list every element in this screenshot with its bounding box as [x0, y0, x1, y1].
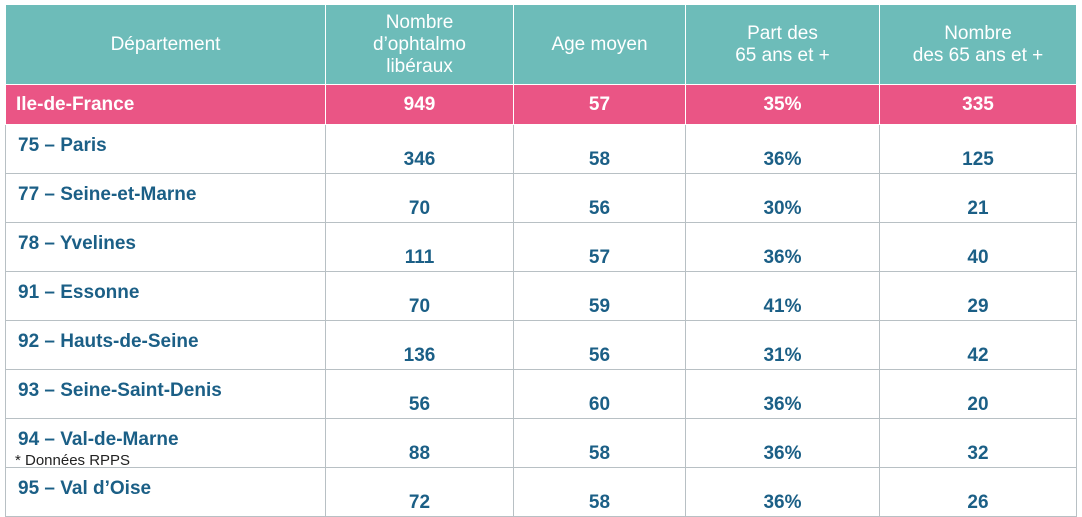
region-n65: 335: [879, 84, 1077, 125]
dept-n65: 40: [879, 222, 1077, 272]
dept-n65: 21: [879, 173, 1077, 223]
dept-name: 93 – Seine-Saint-Denis: [5, 369, 326, 419]
dept-count: 56: [325, 369, 514, 419]
region-row: Ile-de-France 949 57 35% 335: [5, 84, 1077, 125]
dept-age: 57: [513, 222, 686, 272]
dept-n65: 125: [879, 124, 1077, 174]
header-age-moyen: Age moyen: [513, 4, 686, 85]
region-name: Ile-de-France: [5, 84, 326, 125]
dept-age: 58: [513, 418, 686, 468]
dept-share: 36%: [685, 369, 880, 419]
dept-share: 36%: [685, 124, 880, 174]
table-row: 78 – Yvelines 111 57 36% 40: [5, 222, 1077, 272]
dept-name: 77 – Seine-et-Marne: [5, 173, 326, 223]
header-nombre-65: Nombre des 65 ans et +: [879, 4, 1077, 85]
dept-share: 41%: [685, 271, 880, 321]
dept-count: 111: [325, 222, 514, 272]
table-header-row: Département Nombre d’ophtalmo libéraux A…: [5, 4, 1077, 85]
dept-n65: 26: [879, 467, 1077, 517]
dept-name: 91 – Essonne: [5, 271, 326, 321]
dept-name: 95 – Val d’Oise: [5, 467, 326, 517]
dept-n65: 32: [879, 418, 1077, 468]
dept-age: 59: [513, 271, 686, 321]
ophthalmologist-table: Département Nombre d’ophtalmo libéraux A…: [5, 4, 1077, 517]
ophthalmologist-table-container: Département Nombre d’ophtalmo libéraux A…: [5, 4, 1077, 517]
table-row: 93 – Seine-Saint-Denis 56 60 36% 20: [5, 369, 1077, 419]
dept-name: 75 – Paris: [5, 124, 326, 174]
dept-count: 346: [325, 124, 514, 174]
region-count: 949: [325, 84, 514, 125]
table-row: 94 – Val-de-Marne 88 58 36% 32: [5, 418, 1077, 468]
table-row: 95 – Val d’Oise 72 58 36% 26: [5, 467, 1077, 517]
header-departement: Département: [5, 4, 326, 85]
dept-age: 60: [513, 369, 686, 419]
dept-share: 36%: [685, 467, 880, 517]
dept-age: 56: [513, 173, 686, 223]
region-age: 57: [513, 84, 686, 125]
dept-count: 136: [325, 320, 514, 370]
dept-name: 78 – Yvelines: [5, 222, 326, 272]
dept-n65: 20: [879, 369, 1077, 419]
dept-name: 94 – Val-de-Marne: [5, 418, 326, 468]
table-row: 92 – Hauts-de-Seine 136 56 31% 42: [5, 320, 1077, 370]
dept-count: 88: [325, 418, 514, 468]
footnote: * Données RPPS: [15, 452, 131, 469]
header-nombre-ophtalmo: Nombre d’ophtalmo libéraux: [325, 4, 514, 85]
table-row: 75 – Paris 346 58 36% 125: [5, 124, 1077, 174]
table-row: 91 – Essonne 70 59 41% 29: [5, 271, 1077, 321]
dept-count: 70: [325, 173, 514, 223]
dept-share: 36%: [685, 418, 880, 468]
dept-count: 70: [325, 271, 514, 321]
dept-age: 58: [513, 124, 686, 174]
dept-age: 58: [513, 467, 686, 517]
dept-count: 72: [325, 467, 514, 517]
table-row: 77 – Seine-et-Marne 70 56 30% 21: [5, 173, 1077, 223]
dept-share: 31%: [685, 320, 880, 370]
region-share: 35%: [685, 84, 880, 125]
dept-n65: 42: [879, 320, 1077, 370]
dept-name: 92 – Hauts-de-Seine: [5, 320, 326, 370]
dept-share: 36%: [685, 222, 880, 272]
header-part-65: Part des 65 ans et +: [685, 4, 880, 85]
dept-n65: 29: [879, 271, 1077, 321]
dept-age: 56: [513, 320, 686, 370]
dept-share: 30%: [685, 173, 880, 223]
